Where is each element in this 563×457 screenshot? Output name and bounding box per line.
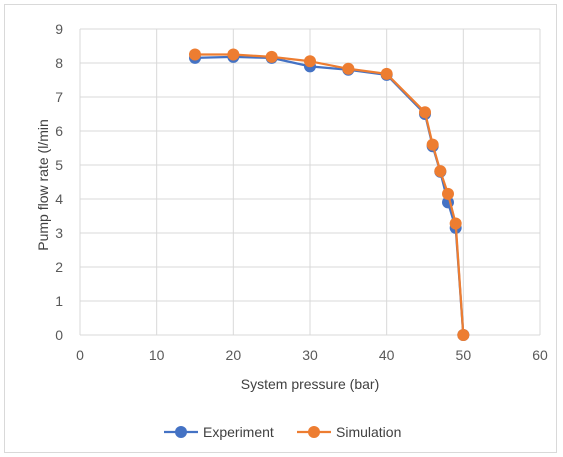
y-tick-label: 7 bbox=[55, 89, 63, 105]
simulation-legend-label: Simulation bbox=[336, 424, 401, 440]
y-tick-label: 0 bbox=[55, 327, 63, 343]
chart-area bbox=[4, 4, 557, 453]
experiment-legend-marker bbox=[175, 426, 187, 438]
experiment-legend-label: Experiment bbox=[203, 424, 274, 440]
simulation-data-point bbox=[457, 329, 470, 341]
x-tick-label: 40 bbox=[379, 347, 395, 363]
y-tick-label: 2 bbox=[55, 259, 63, 275]
x-tick-label: 30 bbox=[302, 347, 318, 363]
simulation-data-point bbox=[434, 165, 447, 178]
x-tick-label: 50 bbox=[456, 347, 472, 363]
x-tick-label: 10 bbox=[149, 347, 165, 363]
experiment-series-line bbox=[194, 55, 465, 336]
simulation-data-point bbox=[442, 187, 454, 200]
legend: Experiment Simulation bbox=[164, 424, 401, 440]
x-tick-label: 0 bbox=[76, 347, 84, 363]
simulation-data-point bbox=[304, 55, 316, 68]
y-axis-title: Pump flow rate (l/min bbox=[35, 119, 51, 250]
simulation-data-point bbox=[449, 217, 462, 230]
y-tick-label: 9 bbox=[55, 21, 63, 37]
simulation-data-point bbox=[189, 48, 201, 61]
simulation-data-point bbox=[426, 138, 439, 151]
y-tick-label: 3 bbox=[55, 225, 63, 241]
tick-labels: 0 10 20 30 40 50 60 0 1 2 3 4 5 6 7 8 9 bbox=[55, 21, 548, 363]
simulation-data-point bbox=[380, 67, 393, 80]
y-tick-label: 6 bbox=[55, 123, 63, 139]
x-tick-label: 60 bbox=[532, 347, 548, 363]
y-tick-label: 1 bbox=[55, 293, 63, 309]
series-layer bbox=[189, 48, 470, 341]
simulation-data-point bbox=[419, 106, 431, 119]
gridlines bbox=[79, 28, 541, 336]
simulation-data-point bbox=[342, 62, 355, 75]
y-tick-label: 5 bbox=[55, 157, 63, 173]
simulation-data-point bbox=[227, 48, 240, 61]
x-tick-label: 20 bbox=[226, 347, 242, 363]
y-tick-label: 4 bbox=[55, 191, 63, 207]
simulation-data-point bbox=[265, 50, 278, 63]
y-tick-label: 8 bbox=[55, 55, 63, 71]
simulation-legend-marker bbox=[308, 426, 320, 438]
x-axis-title: System pressure (bar) bbox=[241, 376, 379, 392]
